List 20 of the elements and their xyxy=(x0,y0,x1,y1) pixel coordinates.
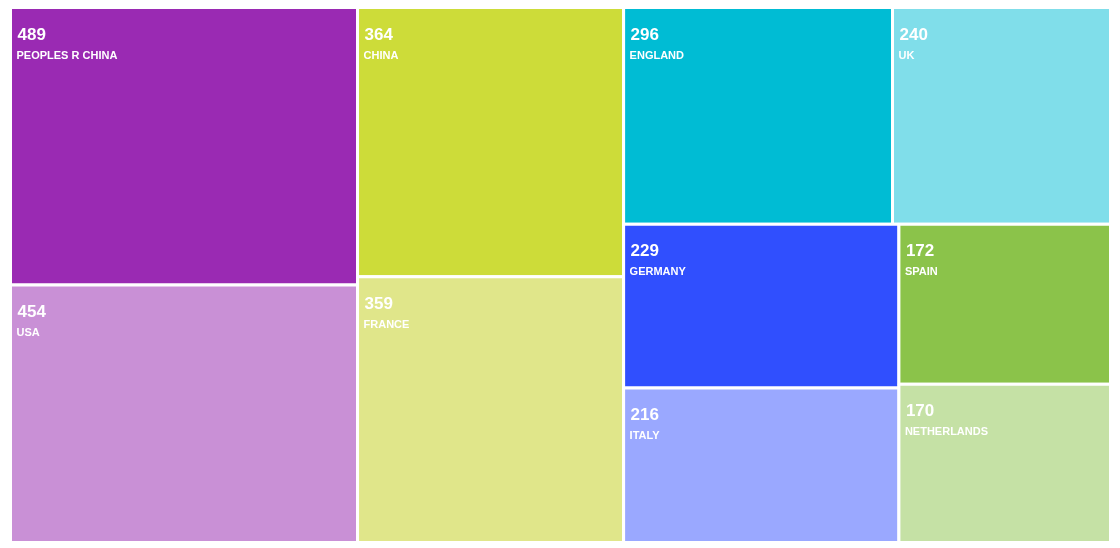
data-label: 296 xyxy=(630,24,659,44)
category-label: CHINA xyxy=(363,48,399,61)
category-label: USA xyxy=(16,325,40,338)
data-label: 229 xyxy=(630,241,659,261)
data-label: 170 xyxy=(905,401,935,421)
category-label: UK xyxy=(898,48,915,61)
data-label: 172 xyxy=(905,241,935,261)
data-label: 489 xyxy=(17,24,46,44)
category-label: ENGLAND xyxy=(629,48,685,61)
data-label: 359 xyxy=(364,293,393,313)
data-label: 454 xyxy=(17,301,47,321)
category-label: FRANCE xyxy=(363,317,410,330)
data-label: 240 xyxy=(899,24,928,44)
data-label: 216 xyxy=(630,405,659,425)
category-label: PEOPLES R CHINA xyxy=(16,48,118,61)
category-label: ITALY xyxy=(629,429,661,442)
category-label: GERMANY xyxy=(629,265,687,278)
category-label: SPAIN xyxy=(904,265,938,278)
category-label: NETHERLANDS xyxy=(904,425,989,438)
data-label: 364 xyxy=(364,24,394,44)
